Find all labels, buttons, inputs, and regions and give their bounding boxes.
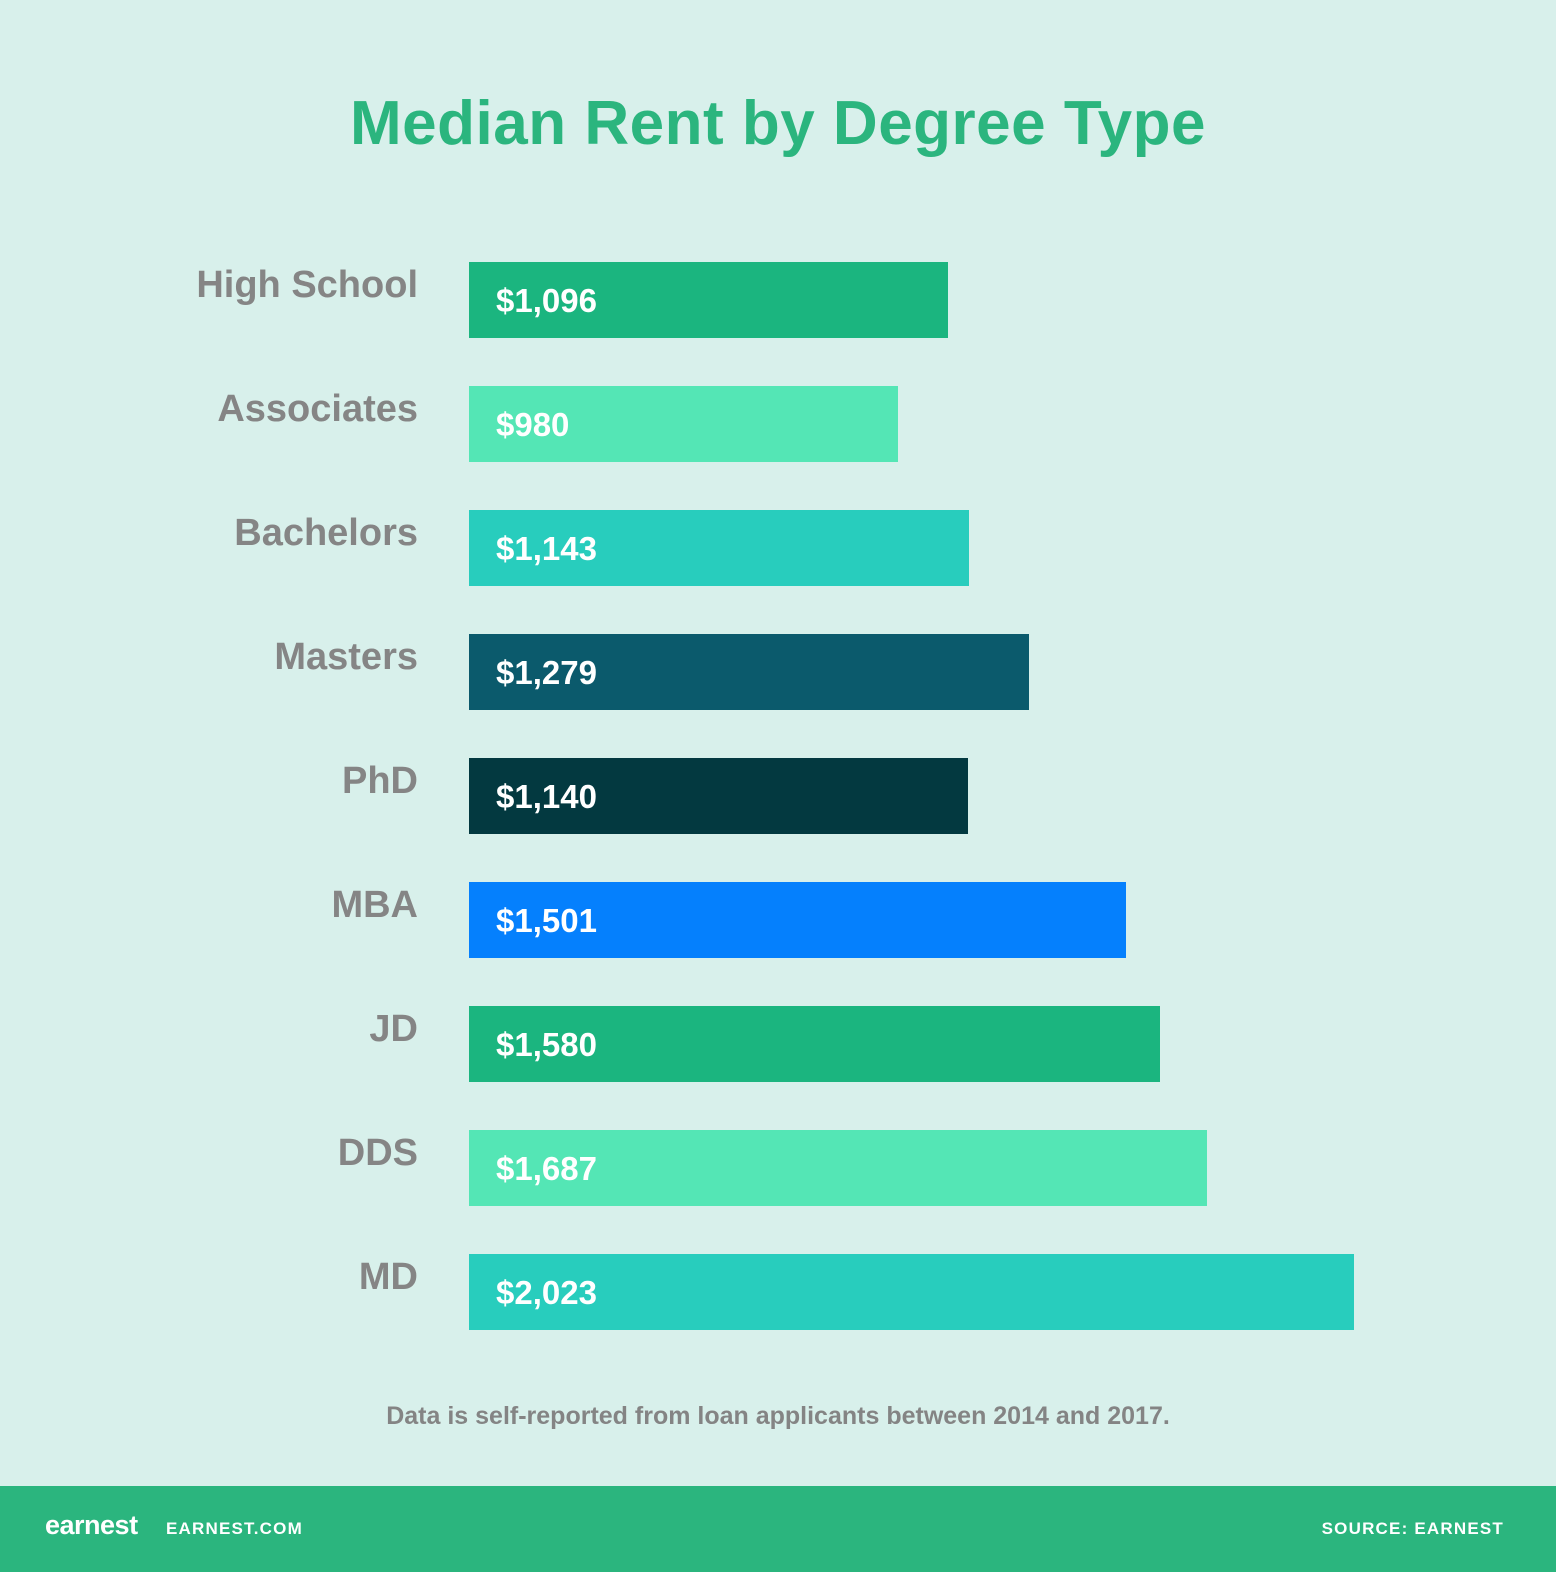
bar-row: Associates $980 (0, 386, 1556, 462)
bar-row: High School $1,096 (0, 262, 1556, 338)
site-link[interactable]: EARNEST.COM (166, 1519, 303, 1538)
value-label: $1,279 (496, 654, 597, 691)
category-label: DDS (337, 1132, 418, 1174)
bar-row: PhD $1,140 (0, 758, 1556, 834)
value-label: $2,023 (496, 1274, 597, 1311)
bar: $1,140 (469, 758, 968, 834)
data-note: Data is self-reported from loan applican… (386, 1402, 1170, 1430)
category-label: High School (196, 264, 418, 306)
value-label: $1,580 (496, 1026, 597, 1063)
category-label: JD (369, 1008, 418, 1050)
category-label: MD (358, 1256, 418, 1298)
value-label: $1,140 (496, 778, 597, 815)
bar-row: Masters $1,279 (0, 634, 1556, 710)
bar: $1,580 (469, 1006, 1160, 1082)
bar-row: MD $2,023 (0, 1254, 1556, 1330)
category-label: Associates (217, 388, 418, 430)
chart-title: Median Rent by Degree Type (350, 89, 1206, 158)
category-label: Masters (274, 636, 418, 678)
bar: $1,279 (469, 634, 1029, 710)
value-label: $1,143 (496, 530, 597, 567)
value-label: $980 (496, 406, 570, 443)
footer-bar: earnest EARNEST.COM SOURCE: EARNEST (0, 1486, 1556, 1572)
bar-row: JD $1,580 (0, 1006, 1556, 1082)
bar-row: MBA $1,501 (0, 882, 1556, 958)
value-label: $1,096 (496, 282, 597, 319)
category-label: Bachelors (234, 512, 418, 554)
value-label: $1,687 (496, 1150, 597, 1187)
bar: $1,687 (469, 1130, 1207, 1206)
bar-row: DDS $1,687 (0, 1130, 1556, 1206)
value-label: $1,501 (496, 902, 597, 939)
category-label: PhD (342, 760, 418, 802)
bar: $1,501 (469, 882, 1126, 958)
category-label: MBA (331, 884, 418, 926)
source-credit: SOURCE: EARNEST (1321, 1519, 1504, 1538)
bar: $980 (469, 386, 898, 462)
bar: $1,143 (469, 510, 969, 586)
bar: $1,096 (469, 262, 948, 338)
earnest-logo: earnest (45, 1510, 138, 1540)
bar-row: Bachelors $1,143 (0, 510, 1556, 586)
bar: $2,023 (469, 1254, 1354, 1330)
